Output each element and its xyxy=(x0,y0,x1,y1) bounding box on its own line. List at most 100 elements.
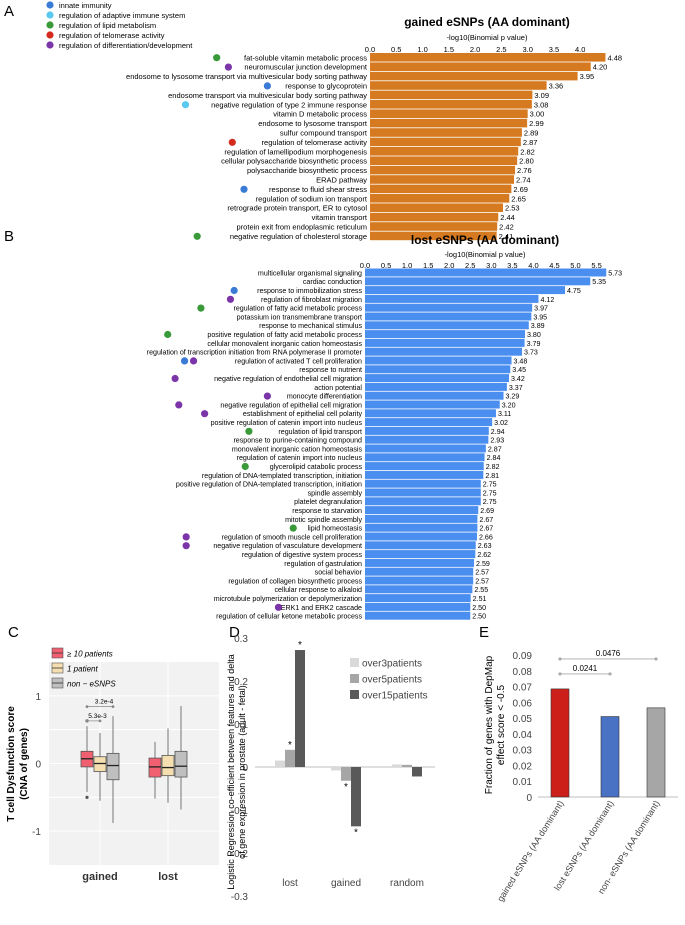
panel-label-a: A xyxy=(4,3,14,20)
y-tick-label: 0.06 xyxy=(513,698,533,709)
bar xyxy=(365,330,525,339)
bar xyxy=(370,203,503,212)
category-marker-dot xyxy=(180,357,189,365)
value-label: 2.74 xyxy=(516,176,531,185)
pvalue-bracket-end xyxy=(654,657,658,661)
value-label: 3.95 xyxy=(533,313,547,321)
value-label: 3.73 xyxy=(524,349,538,357)
category-label: monocyte differentiation xyxy=(287,393,362,401)
legend-entry: regulation of telomerase activity xyxy=(46,31,165,40)
value-label: 2.87 xyxy=(488,445,502,453)
bar xyxy=(365,444,486,453)
category-label: mitotic spindle assembly xyxy=(285,516,362,524)
legend-swatch xyxy=(350,674,359,683)
significance-star: * xyxy=(288,740,292,751)
value-label: 4.75 xyxy=(567,287,581,295)
category-marker-dot xyxy=(181,101,190,109)
value-label: 3.20 xyxy=(502,401,516,409)
panel-label-c: C xyxy=(8,624,19,641)
bar xyxy=(365,382,507,391)
value-label: 3.97 xyxy=(534,305,548,313)
y-tick-label: 0.05 xyxy=(513,714,533,725)
category-label: positive regulation of catenin import in… xyxy=(211,419,363,427)
bar xyxy=(370,231,497,241)
legend-label: over5patients xyxy=(362,675,422,686)
category-marker-dot xyxy=(213,54,221,62)
category-marker-dot xyxy=(171,374,179,383)
value-label: 3.11 xyxy=(498,410,511,418)
value-label: 2.75 xyxy=(483,489,497,497)
value-label: 3.29 xyxy=(506,393,520,401)
value-label: 2.62 xyxy=(477,551,491,559)
value-label: 5.35 xyxy=(592,278,606,286)
value-label: 3.42 xyxy=(511,375,525,383)
category-marker-dot xyxy=(240,185,248,193)
box-outlier xyxy=(85,795,89,799)
bar xyxy=(365,356,512,365)
x-tick-label: 5.0 xyxy=(570,261,580,270)
category-label: response to nutrient xyxy=(299,366,362,374)
bar xyxy=(365,321,529,330)
x-tick-label: 3.0 xyxy=(522,45,532,54)
bar xyxy=(370,222,498,231)
chart-title: lost eSNPs (AA dominant) xyxy=(411,233,559,247)
category-label: establishment of epithelial cell polarit… xyxy=(243,410,363,418)
x-category-label: lost xyxy=(158,871,178,883)
value-label: 2.42 xyxy=(499,223,514,232)
panel-label-e: E xyxy=(479,624,489,641)
y-tick-label: 0 xyxy=(242,763,248,774)
pvalue-bracket-end xyxy=(608,672,612,676)
value-label: 2.69 xyxy=(513,185,528,194)
value-label: 2.84 xyxy=(487,454,501,462)
category-marker-dot xyxy=(245,427,253,435)
value-label: 3.95 xyxy=(580,72,595,81)
legend-label: regulation of lipid metabolism xyxy=(59,21,156,30)
pvalue-label: 3.2e-4 xyxy=(95,699,114,706)
bar xyxy=(365,391,504,400)
category-label: regulation of cellular ketone metabolic … xyxy=(216,613,362,621)
bar xyxy=(365,303,533,312)
legend-entry: innate immunity xyxy=(46,1,112,10)
chart-e-depmap-fraction: 0.09 0.08 0.07 0.06 0.05 0.04 0.03 0.02 0.01 0 0.0… xyxy=(484,649,678,903)
y-tick-label: -1 xyxy=(32,827,41,838)
value-label: 5.73 xyxy=(608,269,622,277)
box xyxy=(161,754,175,777)
bar xyxy=(370,90,533,100)
x-tick-label: 5.5 xyxy=(591,261,601,270)
bar xyxy=(365,435,489,444)
bar xyxy=(331,767,341,771)
panel-label-b: B xyxy=(4,228,14,245)
bar xyxy=(646,707,666,798)
legend-entry: regulation of lipid metabolism xyxy=(46,21,156,30)
bar xyxy=(365,585,473,594)
y-tick-label: 0.03 xyxy=(513,746,533,757)
legend-label: regulation of adaptive immune system xyxy=(59,11,185,20)
value-label: 3.00 xyxy=(530,110,545,119)
category-label: regulation of lamellipodium morphogenesi… xyxy=(224,147,367,156)
bar xyxy=(365,497,481,506)
bar xyxy=(365,453,485,462)
category-label: regulation of gastrulation xyxy=(284,560,362,568)
bar xyxy=(365,409,496,418)
bar xyxy=(365,462,484,471)
bar xyxy=(351,767,361,827)
bar xyxy=(370,128,522,137)
category-label: negative regulation of vasculature devel… xyxy=(213,542,362,550)
category-label: polysaccharide biosynthetic process xyxy=(247,166,367,175)
category-marker-dot xyxy=(182,542,190,550)
pvalue-label: 5.3e-3 xyxy=(88,713,107,720)
y-tick-label: 0 xyxy=(35,760,41,771)
bar xyxy=(370,109,528,118)
legend-entry: regulation of differentiation/developmen… xyxy=(46,41,193,50)
y-axis-label-2: of gene expression in prostate (adult - … xyxy=(237,685,247,859)
category-marker-dot xyxy=(189,357,198,365)
category-label: negative regulation of cholesterol stora… xyxy=(230,232,367,241)
category-label: response to glycoprotein xyxy=(285,82,367,91)
category-label: vitamin transport xyxy=(312,213,368,222)
bar xyxy=(365,532,477,541)
category-label: regulation of sodium ion transport xyxy=(256,194,368,203)
category-label: monovalent inorganic cation homeostasis xyxy=(232,445,363,453)
bar xyxy=(365,426,489,435)
category-label: negative regulation of type 2 immune res… xyxy=(211,100,367,109)
category-label: multicellular organismal signaling xyxy=(258,269,362,277)
